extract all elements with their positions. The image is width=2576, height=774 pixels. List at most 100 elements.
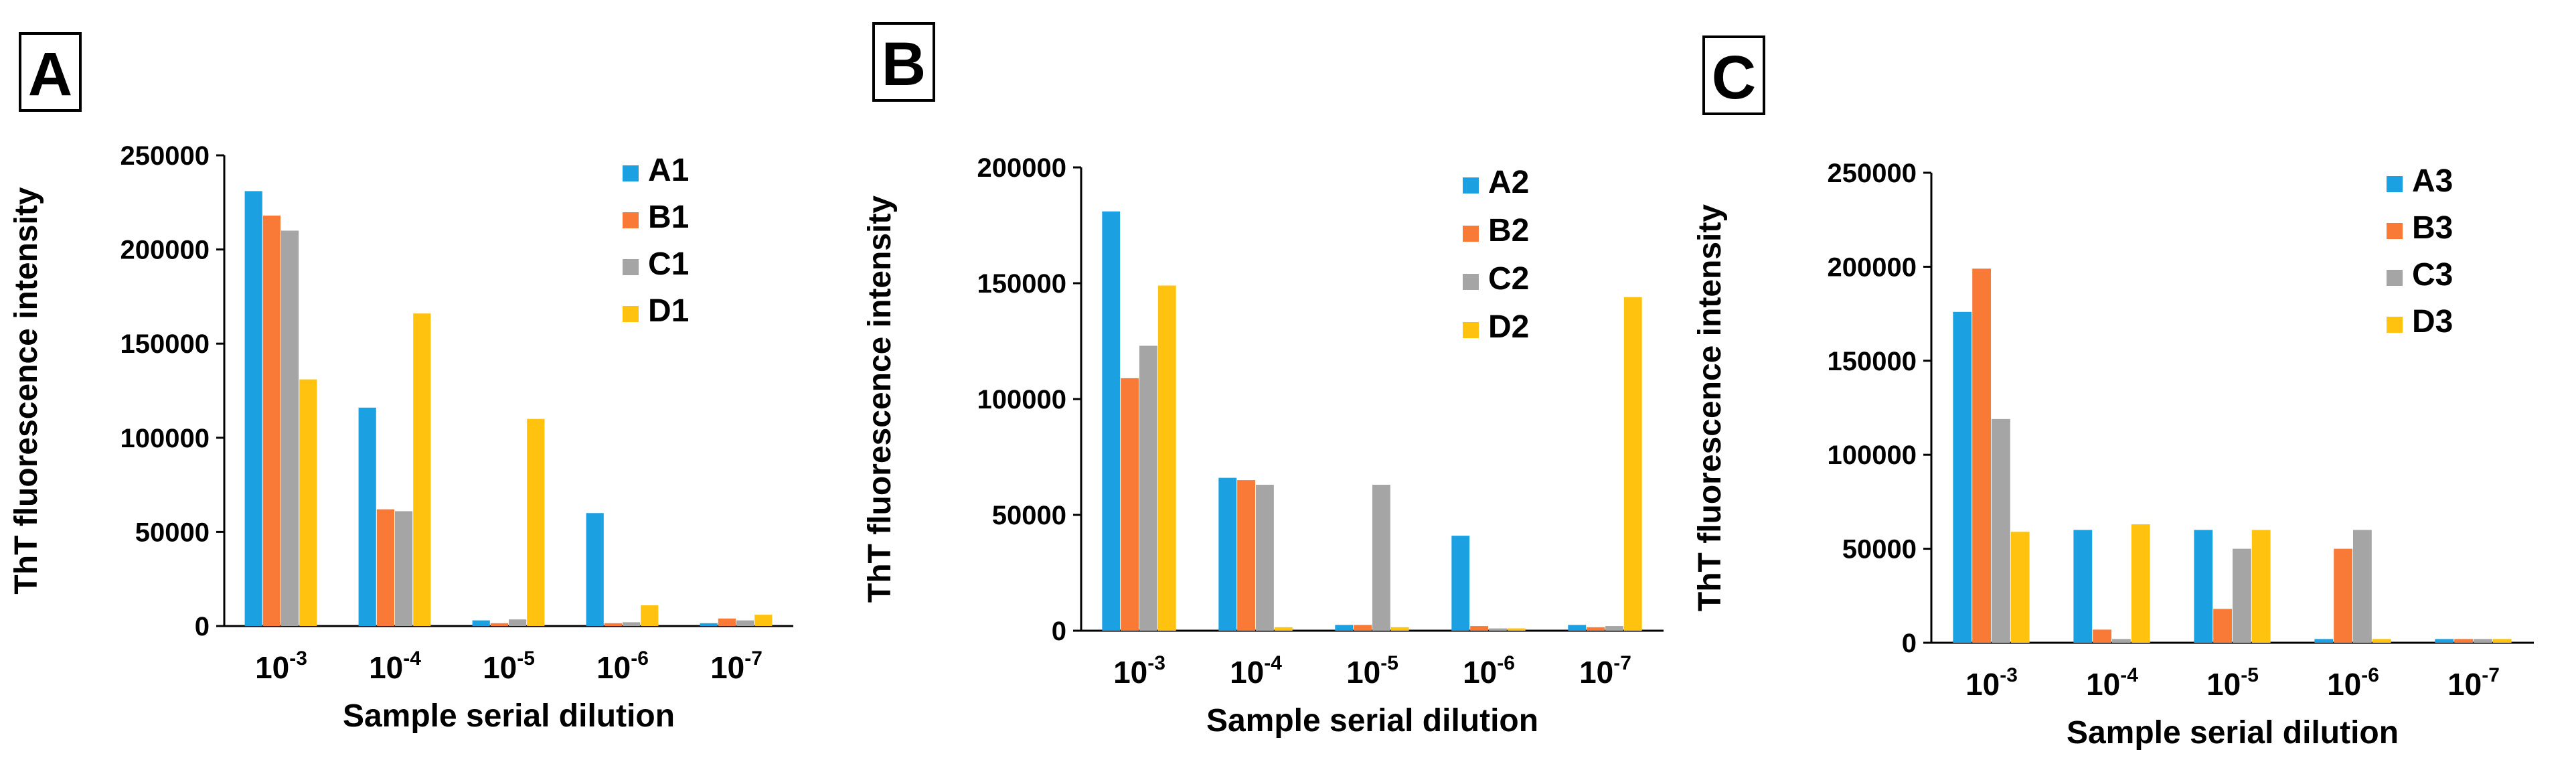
bar-c3-5 xyxy=(2474,639,2492,643)
panel-label: A xyxy=(28,40,72,108)
y-tick-label: 200000 xyxy=(120,236,210,265)
legend: A2 B2 C2 D2 xyxy=(1463,165,1529,345)
bar-b1-3 xyxy=(490,623,508,626)
legend-label-a1: A1 xyxy=(648,153,689,188)
y-tick-label: 0 xyxy=(1052,617,1066,646)
y-axis-title: ThT fluorescence intensity xyxy=(9,187,44,594)
legend-swatch-b2 xyxy=(1463,226,1479,242)
bar-a3-2 xyxy=(2073,530,2093,643)
bar-c3-3 xyxy=(2233,548,2251,643)
bar-b2-5 xyxy=(1587,627,1605,631)
panel-label: B xyxy=(882,30,926,98)
bar-b1-1 xyxy=(262,215,280,626)
legend-swatch-a1 xyxy=(623,165,639,181)
bar-b2-1 xyxy=(1121,378,1139,631)
legend-label-b3: B3 xyxy=(2412,210,2453,246)
bar-b3-5 xyxy=(2454,639,2473,643)
y-tick-label: 50000 xyxy=(135,518,210,547)
chart-panel-c: C 0 50000 100000 150000 200000 250000 ThT fluor… xyxy=(1692,35,2534,751)
bar-d1-4 xyxy=(641,605,659,626)
bar-a2-3 xyxy=(1335,625,1354,631)
bar-b2-3 xyxy=(1354,625,1372,631)
legend-swatch-c3 xyxy=(2387,270,2403,286)
x-tick-label: 10-3 xyxy=(1965,664,2018,702)
x-tick-label: 10-4 xyxy=(1230,652,1282,690)
chart-panel-b: B 0 50000 100000 150000 200000 ThT fluorescenc… xyxy=(862,22,1664,739)
legend-swatch-d1 xyxy=(623,306,639,322)
x-tick-label: 10-4 xyxy=(2086,664,2138,702)
legend-swatch-a2 xyxy=(1463,177,1479,194)
bar-c1-3 xyxy=(509,619,527,626)
y-tick-label: 100000 xyxy=(120,424,210,453)
bar-a1-4 xyxy=(586,513,604,626)
x-axis-title: Sample serial dilution xyxy=(1206,703,1538,739)
legend-swatch-b3 xyxy=(2387,223,2403,239)
y-tick-label: 200000 xyxy=(1828,252,1917,282)
bar-a3-1 xyxy=(1953,311,1972,643)
bar-c1-5 xyxy=(736,620,754,626)
legend-swatch-d2 xyxy=(1463,322,1479,338)
bar-d3-4 xyxy=(2372,639,2391,643)
bar-a1-2 xyxy=(358,407,376,626)
x-tick-label: 10-4 xyxy=(369,647,421,685)
y-tick-label: 150000 xyxy=(120,329,210,359)
bar-d3-2 xyxy=(2131,524,2150,643)
bar-a3-3 xyxy=(2194,530,2213,643)
bar-a3-4 xyxy=(2314,639,2334,643)
x-tick-label: 10-7 xyxy=(710,647,762,685)
bar-c1-4 xyxy=(623,622,641,626)
bar-b3-3 xyxy=(2213,609,2232,643)
bar-b1-5 xyxy=(718,618,736,626)
bar-d3-1 xyxy=(2010,532,2030,643)
x-tick-label: 10-5 xyxy=(483,647,535,685)
legend-label-c1: C1 xyxy=(648,246,689,282)
bar-d2-1 xyxy=(1157,285,1176,631)
legend-label-d2: D2 xyxy=(1488,309,1529,345)
x-tick-label: 10-6 xyxy=(596,647,649,685)
bar-b3-2 xyxy=(2093,629,2111,643)
y-tick-label: 100000 xyxy=(1828,441,1917,470)
bar-c2-3 xyxy=(1372,485,1390,631)
legend-label-b1: B1 xyxy=(648,200,689,235)
bar-c3-1 xyxy=(1992,418,2010,643)
x-tick-label: 10-7 xyxy=(2447,664,2500,702)
bar-b1-4 xyxy=(604,623,622,626)
legend-label-c3: C3 xyxy=(2412,257,2453,293)
bar-c3-2 xyxy=(2112,639,2131,643)
legend-swatch-d3 xyxy=(2387,317,2403,333)
bar-d2-2 xyxy=(1274,627,1293,631)
bar-d2-3 xyxy=(1390,627,1409,631)
x-axis-title: Sample serial dilution xyxy=(2067,715,2399,751)
bar-a2-4 xyxy=(1451,536,1470,631)
bar-b1-2 xyxy=(376,509,394,626)
legend-label-b2: B2 xyxy=(1488,213,1529,248)
bar-d1-2 xyxy=(413,313,431,626)
y-axis-title: ThT fluorescence intensity xyxy=(862,196,898,603)
bar-b3-4 xyxy=(2334,548,2352,643)
legend-label-a2: A2 xyxy=(1488,165,1529,200)
chart-panel-a: A 0 50000 100000 150000 200000 250000 ThT fluor… xyxy=(9,32,793,734)
legend-label-c2: C2 xyxy=(1488,261,1529,297)
bar-b3-1 xyxy=(1972,268,1991,643)
y-tick-label: 0 xyxy=(195,612,210,641)
bar-c1-1 xyxy=(281,230,299,627)
legend-swatch-c2 xyxy=(1463,274,1479,290)
legend: A3 B3 C3 D3 xyxy=(2387,163,2453,339)
legend-swatch-b1 xyxy=(623,212,639,228)
y-tick-label: 150000 xyxy=(1828,347,1917,376)
legend-label-d3: D3 xyxy=(2412,304,2453,339)
x-tick-label: 10-5 xyxy=(1346,652,1398,690)
bar-c3-4 xyxy=(2353,530,2372,643)
x-tick-label: 10-6 xyxy=(1463,652,1515,690)
x-tick-label: 10-3 xyxy=(255,647,307,685)
bar-c2-5 xyxy=(1605,626,1623,631)
y-tick-label: 150000 xyxy=(977,269,1066,299)
bar-c2-1 xyxy=(1139,345,1157,631)
bar-c1-2 xyxy=(395,511,413,626)
legend: A1 B1 C1 D1 xyxy=(623,153,689,329)
y-tick-label: 0 xyxy=(1902,629,1917,658)
bar-d3-5 xyxy=(2492,639,2512,643)
bar-a1-3 xyxy=(472,620,490,626)
